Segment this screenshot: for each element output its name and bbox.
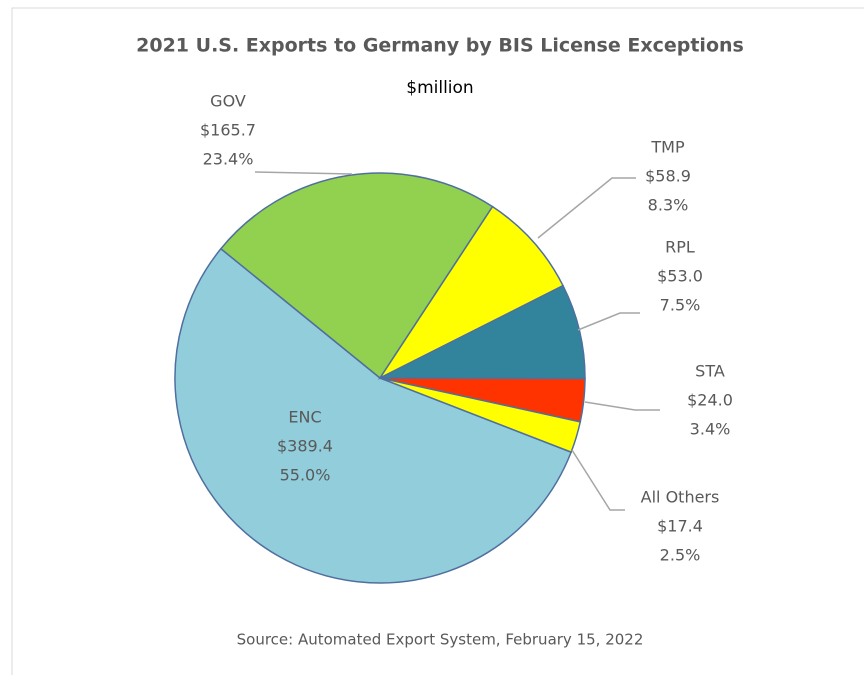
slice-value-label: $17.4 — [657, 517, 703, 536]
slice-percent-label: 23.4% — [203, 150, 254, 169]
slice-percent-label: 55.0% — [280, 466, 331, 485]
chart-source: Source: Automated Export System, Februar… — [237, 631, 644, 649]
pie-slice — [174, 247, 573, 584]
pie-slice — [379, 284, 586, 380]
leader-line — [537, 177, 636, 239]
pie-slice — [379, 377, 582, 454]
slice-value-label: $389.4 — [277, 437, 333, 456]
slice-percent-label: 3.4% — [690, 420, 731, 439]
slice-label: TMP — [650, 138, 685, 157]
leader-line — [571, 449, 625, 511]
pie-slice — [219, 172, 494, 380]
slice-label: STA — [695, 362, 725, 381]
slice-value-label: $58.9 — [645, 167, 691, 186]
leader-line — [584, 401, 660, 411]
slice-value-label: $24.0 — [687, 391, 733, 410]
slice-label: All Others — [641, 488, 720, 507]
chart-subtitle: $million — [406, 78, 473, 98]
slice-label: GOV — [210, 92, 246, 111]
slice-value-label: $53.0 — [657, 267, 703, 286]
leader-line — [254, 171, 353, 175]
slice-percent-label: 7.5% — [660, 296, 701, 315]
slice-label: RPL — [665, 238, 695, 257]
pie-slice — [377, 205, 565, 380]
chart-title: 2021 U.S. Exports to Germany by BIS Lice… — [136, 35, 744, 57]
slice-label: ENC — [288, 408, 321, 427]
slice-value-label: $165.7 — [200, 121, 256, 140]
slice-percent-label: 8.3% — [648, 196, 689, 215]
slice-percent-label: 2.5% — [660, 546, 701, 565]
leader-line — [577, 312, 640, 331]
